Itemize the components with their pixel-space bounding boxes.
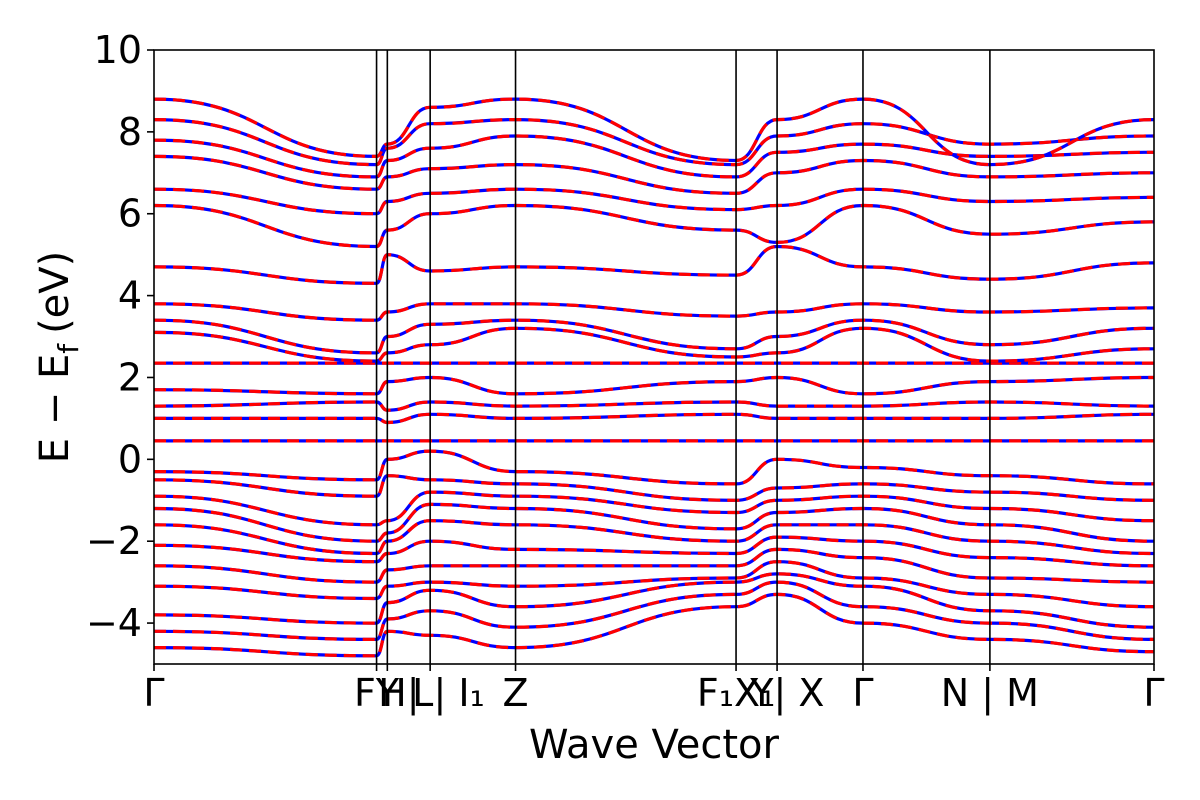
y-tick-label: −4 — [86, 601, 142, 645]
band-14-red — [154, 375, 1154, 396]
y-axis-title-unit: (eV) — [32, 251, 78, 334]
band-1-red — [154, 580, 1154, 641]
band-6-red — [154, 519, 1154, 556]
band-4-red — [154, 547, 1154, 584]
band-24-red — [154, 118, 1154, 167]
y-axis-title: E − Ef (eV) — [32, 251, 85, 464]
x-tick-label: Y| X — [749, 671, 824, 716]
y-axis-title-sub: f — [52, 343, 85, 354]
band-3-blue — [154, 560, 1154, 609]
x-tick-label: Z — [503, 671, 529, 715]
band-22-red — [154, 154, 1154, 195]
y-tick-label: 0 — [118, 437, 142, 481]
x-axis-title: Wave Vector — [529, 722, 780, 768]
band-7-red — [154, 502, 1154, 543]
x-tick-label: Γ — [852, 671, 873, 715]
band-10-blue — [154, 449, 1154, 486]
band-13-red — [154, 400, 1154, 412]
band-20-red — [154, 203, 1154, 249]
band-9-red — [154, 474, 1154, 502]
band-8-blue — [154, 490, 1154, 527]
x-tick-label: N | M — [941, 671, 1039, 716]
band-19-blue — [154, 244, 1154, 285]
band-22-blue — [154, 154, 1154, 195]
band-23-red — [154, 134, 1154, 179]
x-tick-label: | I₁ — [433, 671, 484, 716]
band-14-blue — [154, 375, 1154, 396]
y-tick-label: 4 — [118, 274, 142, 318]
band-12-red — [154, 412, 1154, 425]
band-17-red — [154, 318, 1154, 355]
band-0-blue — [154, 592, 1154, 658]
band-5-blue — [154, 535, 1154, 568]
band-20-blue — [154, 203, 1154, 249]
band-2-blue — [154, 572, 1154, 629]
y-axis-title-main: E − E — [32, 354, 78, 464]
y-tick-label: 10 — [94, 28, 142, 72]
y-tick-label: 2 — [118, 355, 142, 399]
y-tick-label: −2 — [86, 519, 142, 563]
band-2-red — [154, 572, 1154, 629]
band-21-red — [154, 187, 1154, 216]
kpoint-lines — [375, 50, 991, 664]
bands-layer — [154, 97, 1154, 658]
y-tick-label: 6 — [118, 192, 142, 236]
plot-frame — [153, 49, 1155, 665]
band-18-red — [154, 302, 1154, 322]
y-tick-label: 8 — [118, 110, 142, 154]
band-19-red — [154, 244, 1154, 285]
x-tick-label: Γ — [1143, 671, 1164, 715]
band-10-red — [154, 449, 1154, 486]
band-3-red — [154, 560, 1154, 609]
band-25-red — [154, 97, 1154, 167]
x-tick-label: F₁X₁ — [697, 671, 775, 715]
band-16-red — [154, 326, 1154, 363]
x-tick-label: L — [412, 671, 433, 715]
x-tick-label: FY — [354, 671, 400, 715]
y-ticks: −4 −2 0 2 4 6 8 10 — [86, 28, 154, 645]
x-tick-label: H| — [378, 671, 419, 716]
x-tick-label: Γ — [143, 671, 164, 715]
